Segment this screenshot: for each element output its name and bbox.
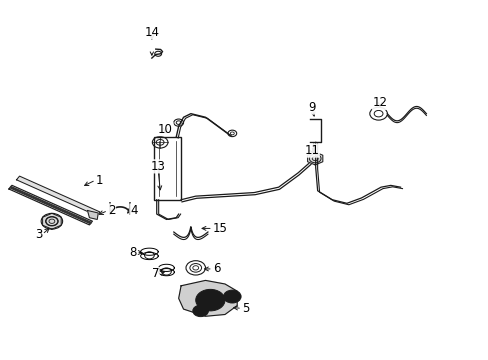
Polygon shape	[9, 185, 92, 225]
Text: 7: 7	[151, 267, 159, 280]
Text: 11: 11	[304, 144, 319, 157]
Circle shape	[195, 289, 224, 311]
Text: 12: 12	[372, 96, 387, 109]
Circle shape	[223, 290, 241, 303]
Text: 5: 5	[242, 302, 249, 315]
Text: 8: 8	[129, 246, 136, 259]
Polygon shape	[42, 213, 61, 229]
Circle shape	[192, 305, 208, 317]
Text: 3: 3	[35, 228, 42, 241]
Text: 6: 6	[212, 262, 220, 275]
Text: 14: 14	[144, 26, 159, 39]
Text: 1: 1	[96, 174, 103, 186]
Polygon shape	[178, 280, 237, 316]
Polygon shape	[10, 186, 91, 224]
Bar	[154, 137, 181, 200]
Polygon shape	[17, 176, 100, 216]
Text: 4: 4	[130, 204, 137, 217]
Polygon shape	[87, 211, 98, 220]
Text: 10: 10	[158, 122, 173, 136]
Polygon shape	[307, 152, 322, 165]
Text: 15: 15	[212, 222, 227, 235]
Text: 13: 13	[150, 160, 165, 173]
Text: 2: 2	[108, 204, 115, 217]
Text: 9: 9	[307, 101, 315, 114]
